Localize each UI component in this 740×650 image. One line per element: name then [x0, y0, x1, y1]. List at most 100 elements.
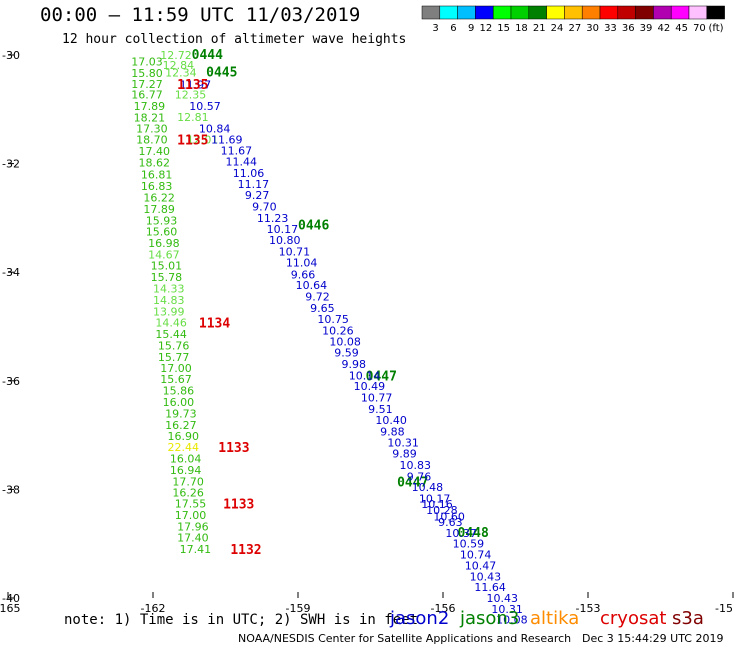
jason3-point-label: 15.01 — [151, 260, 183, 273]
jason2-point-label: 11.67 — [221, 145, 253, 158]
jason3-point-label: 15.93 — [146, 215, 178, 228]
color-scale-swatch — [546, 5, 565, 20]
y-tick-label: -32 — [2, 158, 20, 171]
jason3-point-label: 15.80 — [131, 67, 163, 80]
legend-jason3: jason3 — [460, 608, 520, 629]
color-scale-swatch — [457, 5, 476, 20]
color-scale-label: 21 — [533, 23, 546, 34]
legend-cryosat: cryosat — [600, 608, 667, 629]
color-scale-label: 27 — [568, 23, 581, 34]
jason3-point-label: 18.62 — [139, 157, 171, 170]
jason2-point-label: 9.63 — [438, 516, 463, 529]
jason2-point-label: 10.80 — [269, 234, 301, 247]
chart-subtitle: 12 hour collection of altimeter wave hei… — [62, 32, 407, 47]
jason3-time-label: 0447 — [397, 475, 428, 490]
cryosat-time-label: 1135 — [177, 78, 208, 93]
color-scale-label: 3 — [432, 23, 438, 34]
jason3-point-label: 17.00 — [175, 509, 207, 522]
color-scale-swatch — [528, 5, 547, 20]
color-scale-label: 24 — [551, 23, 564, 34]
y-tick-label: -40 — [2, 592, 20, 605]
jason3-time-label: 0446 — [298, 218, 329, 233]
jason2-point-label: 10.64 — [296, 279, 328, 292]
jason3-point-label: 16.00 — [163, 396, 195, 409]
cryosat-time-label: 1135 — [177, 134, 208, 149]
jason3-point-label: 17.41 — [180, 543, 212, 556]
jason3-point-label: 18.21 — [134, 111, 166, 124]
jason2-point-label: 10.40 — [375, 414, 407, 427]
jason2-point-label: 9.72 — [305, 291, 330, 304]
jason3-point-label: 16.98 — [148, 237, 180, 250]
color-scale-label: 36 — [622, 23, 635, 34]
color-scale-label: 33 — [604, 23, 617, 34]
color-scale-label: 45 — [675, 23, 688, 34]
jason3-point-label: 15.78 — [151, 271, 183, 284]
color-scale-swatch — [653, 5, 672, 20]
jason2-point-label: 10.17 — [267, 223, 299, 236]
jason2-point-label: 10.31 — [387, 437, 419, 450]
x-tick-label: -156 — [431, 602, 456, 615]
cryosat-time-label: 1133 — [218, 441, 249, 456]
jason3-point-label: 17.40 — [139, 145, 171, 158]
jason2-point-label: 10.75 — [317, 313, 349, 326]
jason3-point-label: 17.70 — [172, 475, 204, 488]
jason2-point-label: 9.65 — [310, 302, 335, 315]
jason3-point-label: 16.26 — [172, 487, 204, 500]
color-scale-swatch — [581, 5, 601, 20]
jason2-point-label: 10.48 — [412, 481, 444, 494]
jason2-point-label: 10.43 — [487, 592, 519, 605]
color-scale-label: 12 — [479, 23, 492, 34]
legend-s3a: s3a — [672, 608, 704, 629]
jason2-point-label: 10.59 — [453, 538, 485, 551]
color-scale-swatch — [599, 5, 619, 20]
jason2-point-label: 10.16 — [421, 498, 453, 511]
jason2-point-label: 9.88 — [380, 425, 405, 438]
x-tick-label: -162 — [141, 602, 166, 615]
jason2-point-label: 10.60 — [433, 511, 465, 524]
y-tick-label: -30 — [2, 49, 20, 62]
jason2-point-label: 11.69 — [211, 134, 243, 147]
jason3-point-label: 15.77 — [158, 351, 190, 364]
jason2-point-label: 9.98 — [342, 358, 367, 371]
jason2-point-label: 11.23 — [257, 212, 289, 225]
jason3-point-label: 18.70 — [136, 134, 168, 147]
jason3-point-label: 22.44 — [168, 441, 200, 454]
color-scale-label: 15 — [497, 23, 510, 34]
jason2-point-label: 9.89 — [392, 448, 417, 461]
jason3-point-label: 17.96 — [177, 520, 209, 533]
color-scale-swatch — [617, 5, 636, 20]
jason3-point-label: 12.34 — [165, 66, 197, 79]
y-tick-label: -36 — [2, 375, 20, 388]
jason3-point-label: 15.60 — [146, 225, 178, 238]
color-scale-label: 42 — [657, 23, 670, 34]
jason2-point-label: 11.06 — [233, 167, 265, 180]
jason2-point-label: 11.97 — [180, 78, 212, 91]
jason3-point-label: 17.89 — [143, 203, 175, 216]
legend-altika: altika — [530, 608, 580, 629]
jason2-point-label: 10.57 — [189, 100, 221, 113]
jason3-point-label: 14.46 — [155, 317, 187, 330]
jason3-time-label: 0447 — [366, 369, 397, 384]
jason3-point-label: 16.83 — [141, 180, 173, 193]
color-scale-label: 9 — [468, 23, 474, 34]
jason2-point-label: 10.84 — [199, 122, 231, 135]
jason3-point-label: 12.35 — [175, 89, 207, 102]
jason3-point-label: 19.73 — [165, 407, 197, 420]
jason2-point-label: 11.04 — [286, 256, 318, 269]
jason2-point-label: 10.08 — [329, 336, 361, 349]
jason2-point-label: 9.27 — [245, 189, 269, 202]
color-scale-swatch — [670, 5, 690, 20]
color-scale-swatch — [439, 5, 458, 20]
jason2-point-label: 10.49 — [354, 380, 386, 393]
jason2-point-label: 10.26 — [322, 324, 354, 337]
jason2-point-label: 10.74 — [460, 549, 492, 562]
jason2-point-label: 10.43 — [470, 570, 502, 583]
jason2-point-label: 10.77 — [361, 392, 393, 405]
jason3-point-label: 14.67 — [148, 248, 180, 261]
cryosat-time-label: 1134 — [199, 317, 230, 332]
color-scale-label: 70 — [693, 23, 706, 34]
jason2-point-label: 11.64 — [474, 581, 506, 594]
color-scale-swatch — [475, 5, 494, 20]
jason3-time-label: 0444 — [192, 48, 223, 63]
